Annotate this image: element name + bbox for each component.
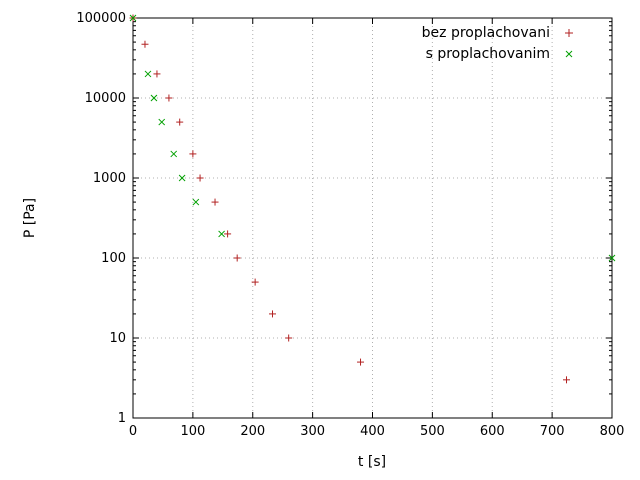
data-point (196, 174, 204, 182)
x-tick-label: 200 (240, 424, 265, 439)
data-point (176, 118, 184, 126)
data-point (129, 14, 137, 22)
data-point (269, 310, 277, 318)
y-axis-title: P [Pa] (22, 197, 38, 239)
data-point (233, 254, 241, 262)
plus-marker-icon (565, 29, 573, 37)
data-point (608, 254, 616, 262)
series-plus (129, 14, 570, 384)
cross-marker-icon (565, 50, 573, 58)
legend-item-s-proplachovanim: s proplachovanim (422, 45, 576, 63)
x-axis-title: t [s] (357, 454, 387, 470)
grid-lines (133, 18, 612, 418)
data-point (189, 150, 197, 158)
x-tick-label: 400 (360, 424, 385, 439)
data-point (144, 70, 152, 78)
data-point (141, 40, 149, 48)
data-point (285, 334, 293, 342)
y-tick-label: 1000 (93, 171, 126, 186)
x-tick-label: 800 (600, 424, 625, 439)
y-tick-label: 100000 (76, 11, 126, 26)
legend-label: s proplachovanim (425, 46, 550, 62)
data-point (211, 198, 219, 206)
data-point (218, 230, 225, 238)
x-tick-label: 700 (540, 424, 565, 439)
x-tick-label: 100 (180, 424, 205, 439)
y-tick-label: 10000 (85, 91, 126, 106)
data-point (192, 198, 200, 206)
data-point (170, 150, 178, 158)
y-tick-label: 1 (118, 411, 126, 426)
x-tick-label: 500 (420, 424, 445, 439)
legend-label: bez proplachovani (421, 25, 550, 41)
x-tick-label: 0 (129, 424, 137, 439)
data-point (224, 230, 232, 238)
data-point (153, 70, 161, 78)
data-point (178, 174, 186, 182)
y-tick-label: 10 (109, 331, 126, 346)
series-cross (129, 14, 616, 262)
data-point (150, 94, 158, 102)
data-point (562, 376, 570, 384)
tick-labels: 0 100 200 300 400 500 600 700 800 1 10 100 1000 10000… (76, 11, 624, 439)
data-point (357, 358, 365, 366)
legend: bez proplachovani s proplachovanim (422, 24, 576, 63)
data-point (251, 278, 259, 286)
x-tick-label: 600 (480, 424, 505, 439)
data-point (158, 118, 166, 126)
legend-item-bez-proplachovani: bez proplachovani (422, 24, 576, 42)
data-point (165, 94, 173, 102)
x-tick-label: 300 (300, 424, 325, 439)
y-tick-label: 100 (101, 251, 126, 266)
